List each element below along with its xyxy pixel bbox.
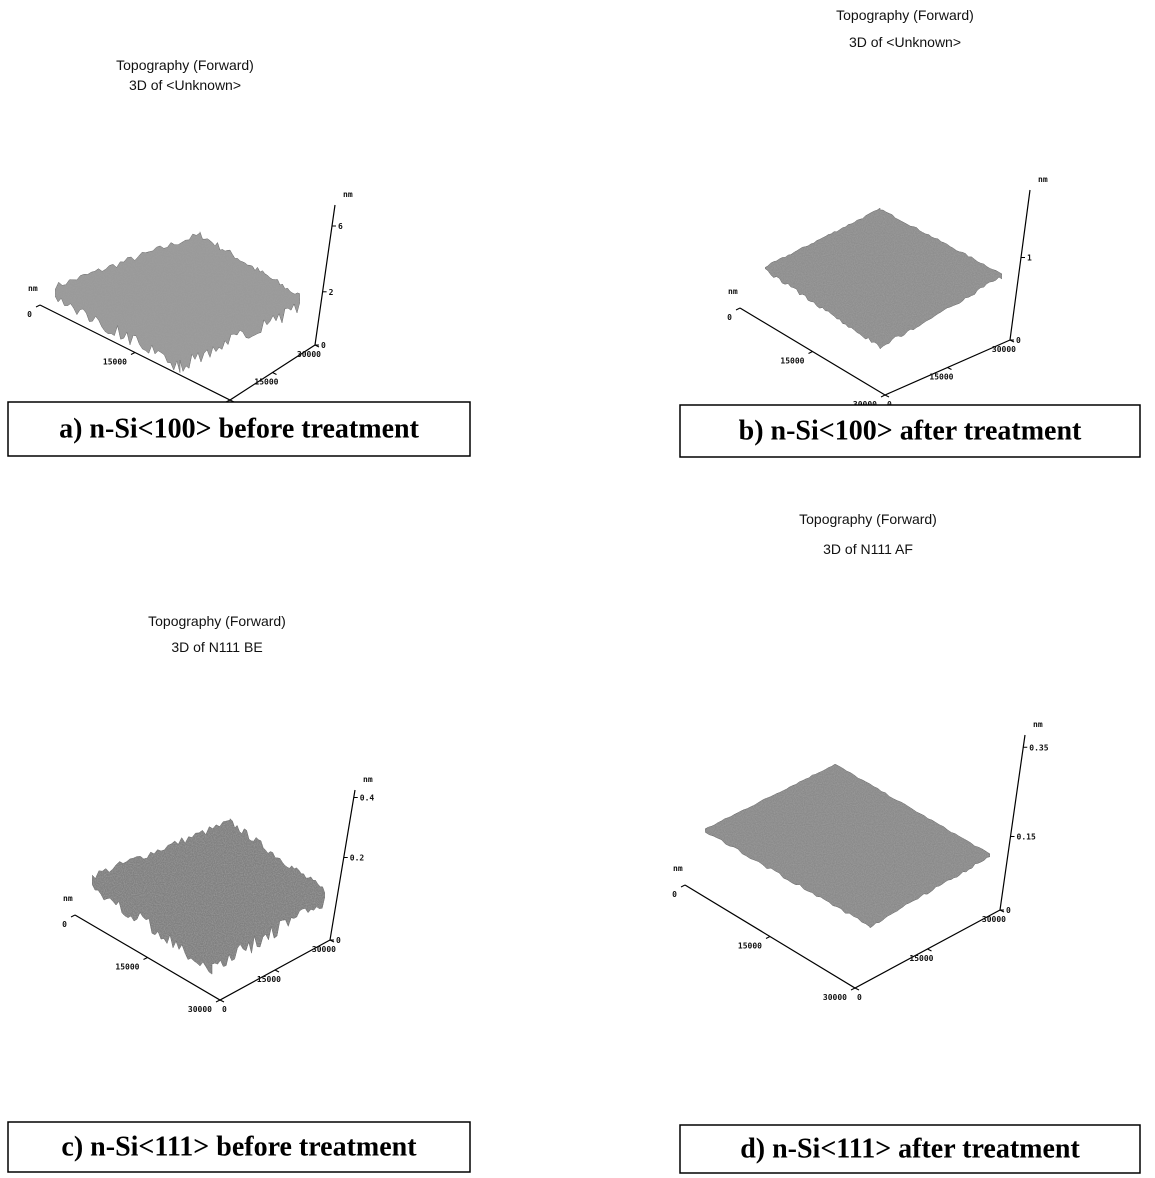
tick bbox=[855, 988, 859, 990]
right-tick-label: 30000 bbox=[297, 350, 321, 359]
left-tick-label: 15000 bbox=[103, 358, 127, 367]
unit-label: nm bbox=[63, 894, 73, 903]
surface bbox=[55, 232, 300, 373]
panel-subtitle: 3D of <Unknown> bbox=[129, 77, 241, 93]
z-tick-label: 6 bbox=[338, 222, 343, 231]
z-tick-label: 1 bbox=[1027, 254, 1032, 263]
panel-subtitle: 3D of <Unknown> bbox=[849, 34, 961, 50]
z-tick-label: 0 bbox=[321, 341, 326, 350]
z-tick-label: 0.35 bbox=[1029, 743, 1048, 752]
tick bbox=[131, 353, 135, 355]
tick bbox=[766, 937, 770, 939]
tick bbox=[681, 885, 685, 887]
panel-subtitle: 3D of N111 AF bbox=[823, 541, 913, 557]
left-tick-label: 30000 bbox=[823, 993, 847, 1002]
left-tick-label: 0 bbox=[672, 890, 677, 899]
z-tick-label: 2 bbox=[329, 288, 334, 297]
right-tick-label: 15000 bbox=[909, 954, 933, 963]
tick bbox=[216, 1000, 220, 1002]
left-tick-label: 15000 bbox=[115, 963, 139, 972]
left-tick-label: 15000 bbox=[780, 357, 804, 366]
left-tick-label: 30000 bbox=[188, 1005, 212, 1014]
panel-subtitle: 3D of N111 BE bbox=[171, 639, 262, 655]
tick bbox=[881, 395, 885, 397]
panel-title: Topography (Forward) bbox=[148, 613, 286, 629]
z-tick-label: 0 bbox=[1006, 906, 1011, 915]
tick bbox=[736, 308, 740, 310]
tick bbox=[275, 970, 279, 972]
tick bbox=[928, 949, 932, 951]
left-tick-label: 0 bbox=[27, 310, 32, 319]
panel-title: Topography (Forward) bbox=[116, 57, 254, 73]
right-tick-label: 15000 bbox=[257, 975, 281, 984]
caption: a) n-Si<100> before treatment bbox=[59, 413, 419, 444]
z-tick-label: 0.2 bbox=[350, 854, 365, 863]
afm-panel: Topography (Forward) 3D of <Unknown> 0 1500… bbox=[8, 57, 470, 456]
right-tick-label: 30000 bbox=[992, 345, 1016, 354]
surface bbox=[92, 819, 325, 974]
caption: b) n-Si<100> after treatment bbox=[739, 415, 1082, 446]
panel-title: Topography (Forward) bbox=[799, 511, 937, 527]
left-tick-label: 15000 bbox=[738, 942, 762, 951]
z-tick-label: 0.15 bbox=[1017, 833, 1036, 842]
left-tick-label: 0 bbox=[727, 313, 732, 322]
tick bbox=[948, 368, 952, 370]
right-tick-label: 0 bbox=[222, 1005, 227, 1014]
tick bbox=[71, 915, 75, 917]
tick bbox=[851, 988, 855, 990]
panel-title: Topography (Forward) bbox=[836, 7, 974, 23]
right-tick-label: 15000 bbox=[254, 378, 278, 387]
tick bbox=[220, 1000, 224, 1002]
right-tick-label: 0 bbox=[857, 993, 862, 1002]
unit-label: nm bbox=[673, 864, 683, 873]
afm-panel: Topography (Forward) 3D of N111 BE 0 15000 3… bbox=[8, 613, 470, 1172]
right-tick-label: 30000 bbox=[982, 915, 1006, 924]
z-tick-label: 0 bbox=[336, 936, 341, 945]
afm-panel: Topography (Forward) 3D of N111 AF 0 15000 3… bbox=[672, 511, 1140, 1173]
tick bbox=[273, 373, 277, 375]
surface bbox=[765, 208, 1002, 349]
caption: d) n-Si<111> after treatment bbox=[740, 1133, 1080, 1164]
figure: Topography (Forward) 3D of <Unknown> 0 1500… bbox=[0, 0, 1155, 1178]
right-tick-label: 30000 bbox=[312, 945, 336, 954]
unit-label: nm bbox=[1033, 720, 1043, 729]
z-tick-label: 0 bbox=[1016, 336, 1021, 345]
unit-label: nm bbox=[363, 775, 373, 784]
caption: c) n-Si<111> before treatment bbox=[61, 1131, 417, 1162]
surface bbox=[705, 764, 990, 928]
tick bbox=[36, 305, 40, 307]
unit-label: nm bbox=[728, 287, 738, 296]
afm-panel: Topography (Forward) 3D of <Unknown> 0 1500… bbox=[680, 7, 1140, 457]
tick bbox=[144, 958, 148, 960]
unit-label: nm bbox=[343, 190, 353, 199]
tick bbox=[885, 395, 889, 397]
z-tick-label: 0.4 bbox=[360, 794, 375, 803]
unit-label: nm bbox=[1038, 175, 1048, 184]
right-tick-label: 15000 bbox=[929, 373, 953, 382]
page: {"panels": [ {"title": "Topography (Forw… bbox=[0, 0, 1155, 1178]
unit-label: nm bbox=[28, 284, 38, 293]
tick bbox=[809, 352, 813, 354]
left-tick-label: 0 bbox=[62, 920, 67, 929]
